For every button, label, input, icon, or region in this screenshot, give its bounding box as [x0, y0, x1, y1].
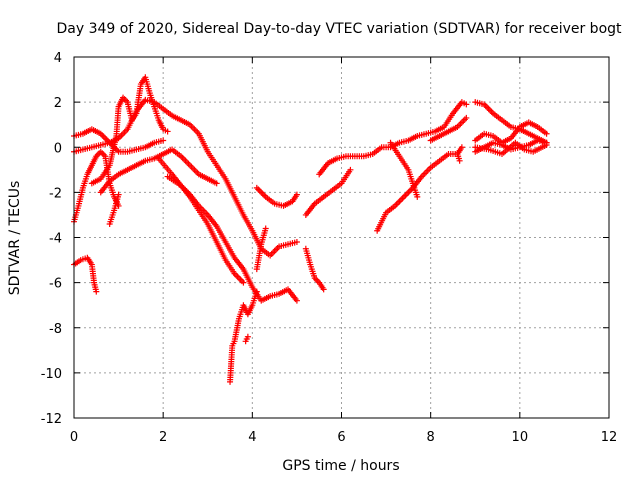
series-arc-j — [227, 288, 260, 385]
x-tick-label: 12 — [601, 430, 618, 445]
chart-title: Day 349 of 2020, Sidereal Day-to-day VTE… — [56, 21, 622, 37]
y-tick-label: -8 — [49, 322, 62, 337]
x-tick-label: 8 — [427, 430, 435, 445]
data-point — [456, 157, 463, 164]
y-tick-label: 2 — [54, 96, 62, 111]
series-arc-q — [387, 139, 421, 200]
data-point — [347, 166, 354, 173]
data-point — [293, 191, 300, 198]
y-tick-labels: -12 -10 -8 -6 -4 -2 0 2 4 — [41, 51, 62, 427]
series-arc-k — [242, 333, 251, 345]
data-point — [463, 101, 470, 108]
series-arc-s — [427, 114, 470, 144]
x-tick-label: 2 — [159, 430, 167, 445]
data-point — [320, 286, 327, 293]
series-arc-m — [253, 184, 300, 209]
data-point — [293, 297, 300, 304]
y-tick-label: 4 — [54, 51, 62, 66]
data-point — [543, 130, 550, 137]
series-arc-v — [472, 119, 550, 146]
y-tick-label: -10 — [41, 367, 62, 382]
data-point — [543, 141, 550, 148]
series-arc-e — [88, 74, 171, 187]
series-arc-a — [71, 126, 167, 155]
y-axis-label: SDTVAR / TECUs — [7, 181, 23, 296]
data-point — [293, 239, 300, 246]
y-tick-label: -4 — [49, 232, 62, 247]
series-arc-n — [302, 245, 327, 293]
x-tick-label: 10 — [512, 430, 529, 445]
y-tick-label: -2 — [49, 186, 62, 201]
series-arc-i — [155, 155, 247, 286]
data-point — [463, 114, 470, 121]
series-arc-g — [106, 191, 122, 227]
x-tick-label: 6 — [337, 430, 345, 445]
series-arc-o — [302, 166, 354, 218]
data-point — [253, 288, 260, 295]
series-arc-p — [316, 99, 470, 178]
x-tick-label: 4 — [248, 430, 256, 445]
x-tick-labels: 0 2 4 6 8 10 12 — [70, 430, 617, 445]
data-point — [240, 279, 247, 286]
series-arc-l — [253, 225, 269, 273]
series-arc-t — [454, 151, 463, 164]
series-arc-f — [97, 146, 220, 196]
data-point — [115, 191, 122, 198]
series-arc-x — [472, 139, 550, 158]
x-tick-label: 0 — [70, 430, 78, 445]
y-tick-label: -12 — [41, 412, 62, 427]
y-tick-label: -6 — [49, 277, 62, 292]
y-tick-label: 0 — [54, 141, 62, 156]
series-arc-c — [71, 148, 122, 225]
data-points — [71, 74, 550, 385]
x-axis-label: GPS time / hours — [282, 458, 399, 474]
data-point — [160, 137, 167, 144]
series-arc-d — [71, 254, 100, 295]
data-point — [458, 144, 465, 151]
data-point — [262, 225, 269, 232]
data-point — [93, 288, 100, 295]
series-arc-r — [374, 144, 465, 234]
axis-ticks — [73, 56, 610, 419]
data-point — [164, 128, 171, 135]
data-point — [213, 180, 220, 187]
series-arc-b — [71, 96, 300, 259]
data-point — [244, 333, 251, 340]
data-point — [414, 193, 421, 200]
